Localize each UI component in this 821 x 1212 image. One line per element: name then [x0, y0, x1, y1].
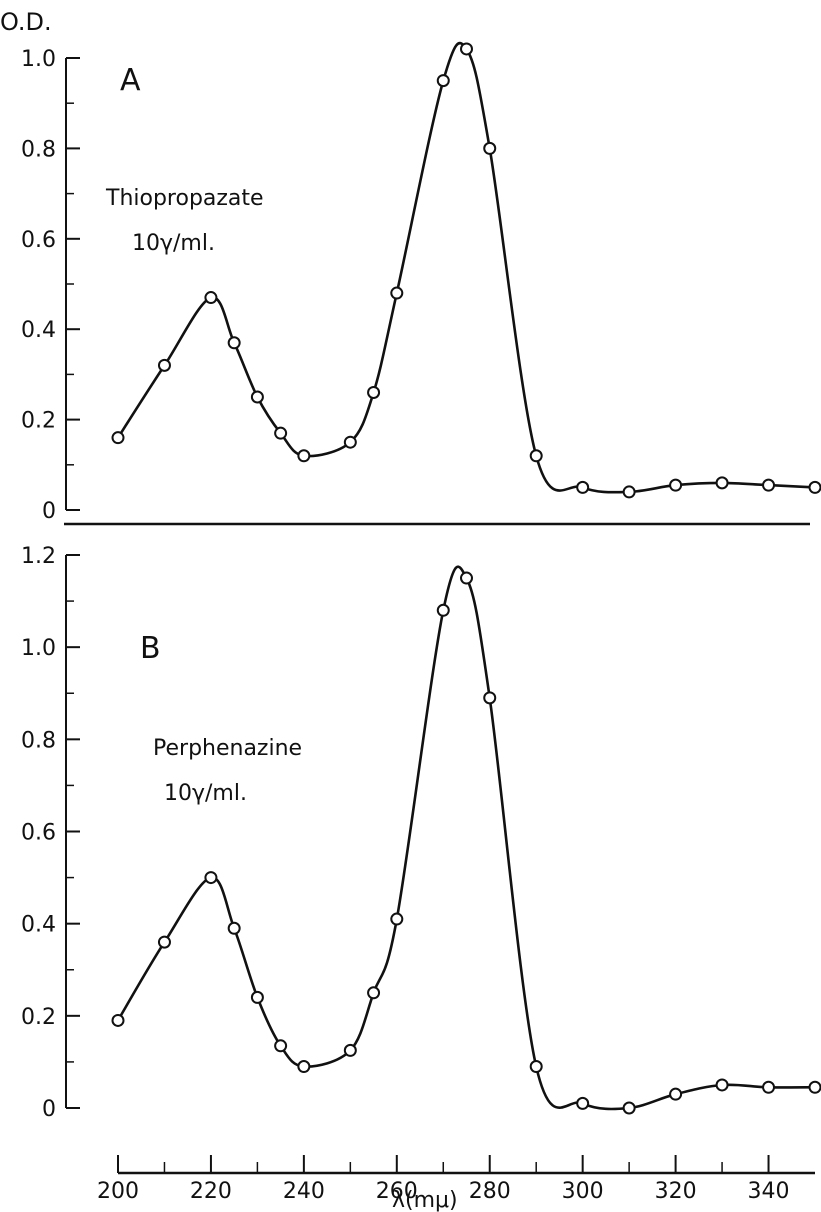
data-point-b-8 [367, 986, 381, 1000]
y-tick-label-b-3: 0.6 [21, 821, 56, 846]
data-point-b-0 [111, 1013, 125, 1027]
data-point-a-3 [227, 336, 241, 350]
data-point-b-7 [343, 1043, 357, 1057]
y-tick-label-a-2: 0.4 [21, 318, 56, 343]
y-tick-label-b-4: 0.8 [21, 728, 56, 753]
panel-label-b: B [140, 631, 161, 666]
series-line-a [116, 42, 816, 494]
y-tick-label-b-1: 0.2 [21, 1005, 56, 1030]
annotation-b-line1: Perphenazine [153, 736, 302, 761]
y-tick-label-b-0: 0 [42, 1097, 56, 1122]
y-tick-label-a-3: 0.6 [21, 228, 56, 253]
x-tick-label-2: 240 [283, 1179, 325, 1204]
x-tick-label-1: 220 [190, 1179, 232, 1204]
data-point-b-18 [762, 1080, 776, 1094]
x-tick-label-6: 320 [655, 1179, 697, 1204]
data-point-a-1 [157, 358, 171, 372]
data-point-a-10 [436, 74, 450, 88]
data-point-a-18 [762, 478, 776, 492]
data-point-a-19 [808, 480, 821, 494]
data-point-a-4 [250, 390, 264, 404]
x-tick-label-4: 280 [469, 1179, 511, 1204]
data-point-a-17 [715, 476, 729, 490]
data-point-a-2 [204, 291, 218, 305]
x-axis-label: λ(mμ) [392, 1188, 458, 1212]
data-point-a-14 [576, 480, 590, 494]
series-line-b [116, 565, 816, 1111]
data-point-b-5 [274, 1039, 288, 1053]
data-point-a-0 [111, 431, 125, 445]
data-point-b-2 [204, 871, 218, 885]
x-tick-label-5: 300 [562, 1179, 604, 1204]
plot-marks: 0 0.2 0.4 0.6 0.8 1.0 0 0.2 0.4 0.6 0.8 1.0 1.2 200 22… [21, 42, 821, 1204]
data-point-b-15 [622, 1101, 636, 1115]
data-point-a-6 [297, 449, 311, 463]
y-axis-label-a: O.D. [0, 8, 52, 36]
data-point-b-17 [715, 1078, 729, 1092]
data-point-b-10 [436, 603, 450, 617]
panel-label-a: A [120, 63, 141, 98]
data-point-b-1 [157, 935, 171, 949]
data-point-a-8 [367, 385, 381, 399]
data-point-a-5 [274, 426, 288, 440]
y-tick-label-b-6: 1.2 [21, 544, 56, 569]
data-point-a-15 [622, 485, 636, 499]
data-point-a-7 [343, 435, 357, 449]
y-tick-label-a-5: 1.0 [21, 47, 56, 72]
x-tick-label-0: 200 [97, 1179, 139, 1204]
y-tick-label-b-2: 0.4 [21, 913, 56, 938]
y-tick-label-a-4: 0.8 [21, 137, 56, 162]
data-point-a-13 [529, 449, 543, 463]
data-point-b-14 [576, 1096, 590, 1110]
data-point-a-11 [460, 42, 473, 56]
y-tick-label-a-1: 0.2 [21, 409, 56, 434]
annotation-a-line2: 10γ/ml. [132, 231, 215, 256]
data-point-b-16 [669, 1087, 683, 1101]
annotation-a-line1: Thiopropazate [105, 186, 264, 211]
y-tick-label-b-5: 1.0 [21, 636, 56, 661]
data-point-b-13 [529, 1060, 543, 1074]
data-point-a-9 [390, 286, 404, 300]
data-point-b-4 [250, 990, 264, 1004]
x-tick-label-7: 340 [748, 1179, 790, 1204]
data-point-b-12 [483, 691, 497, 705]
data-point-b-11 [460, 571, 473, 585]
data-point-a-16 [669, 478, 683, 492]
data-point-b-3 [227, 921, 241, 935]
y-tick-label-a-0: 0 [42, 499, 56, 524]
x-tick-label-3: 260 [376, 1179, 418, 1204]
data-point-a-12 [483, 141, 497, 155]
data-point-b-6 [297, 1060, 311, 1074]
data-point-b-9 [390, 912, 404, 926]
data-point-b-19 [808, 1080, 821, 1094]
annotation-b-line2: 10γ/ml. [164, 781, 247, 806]
